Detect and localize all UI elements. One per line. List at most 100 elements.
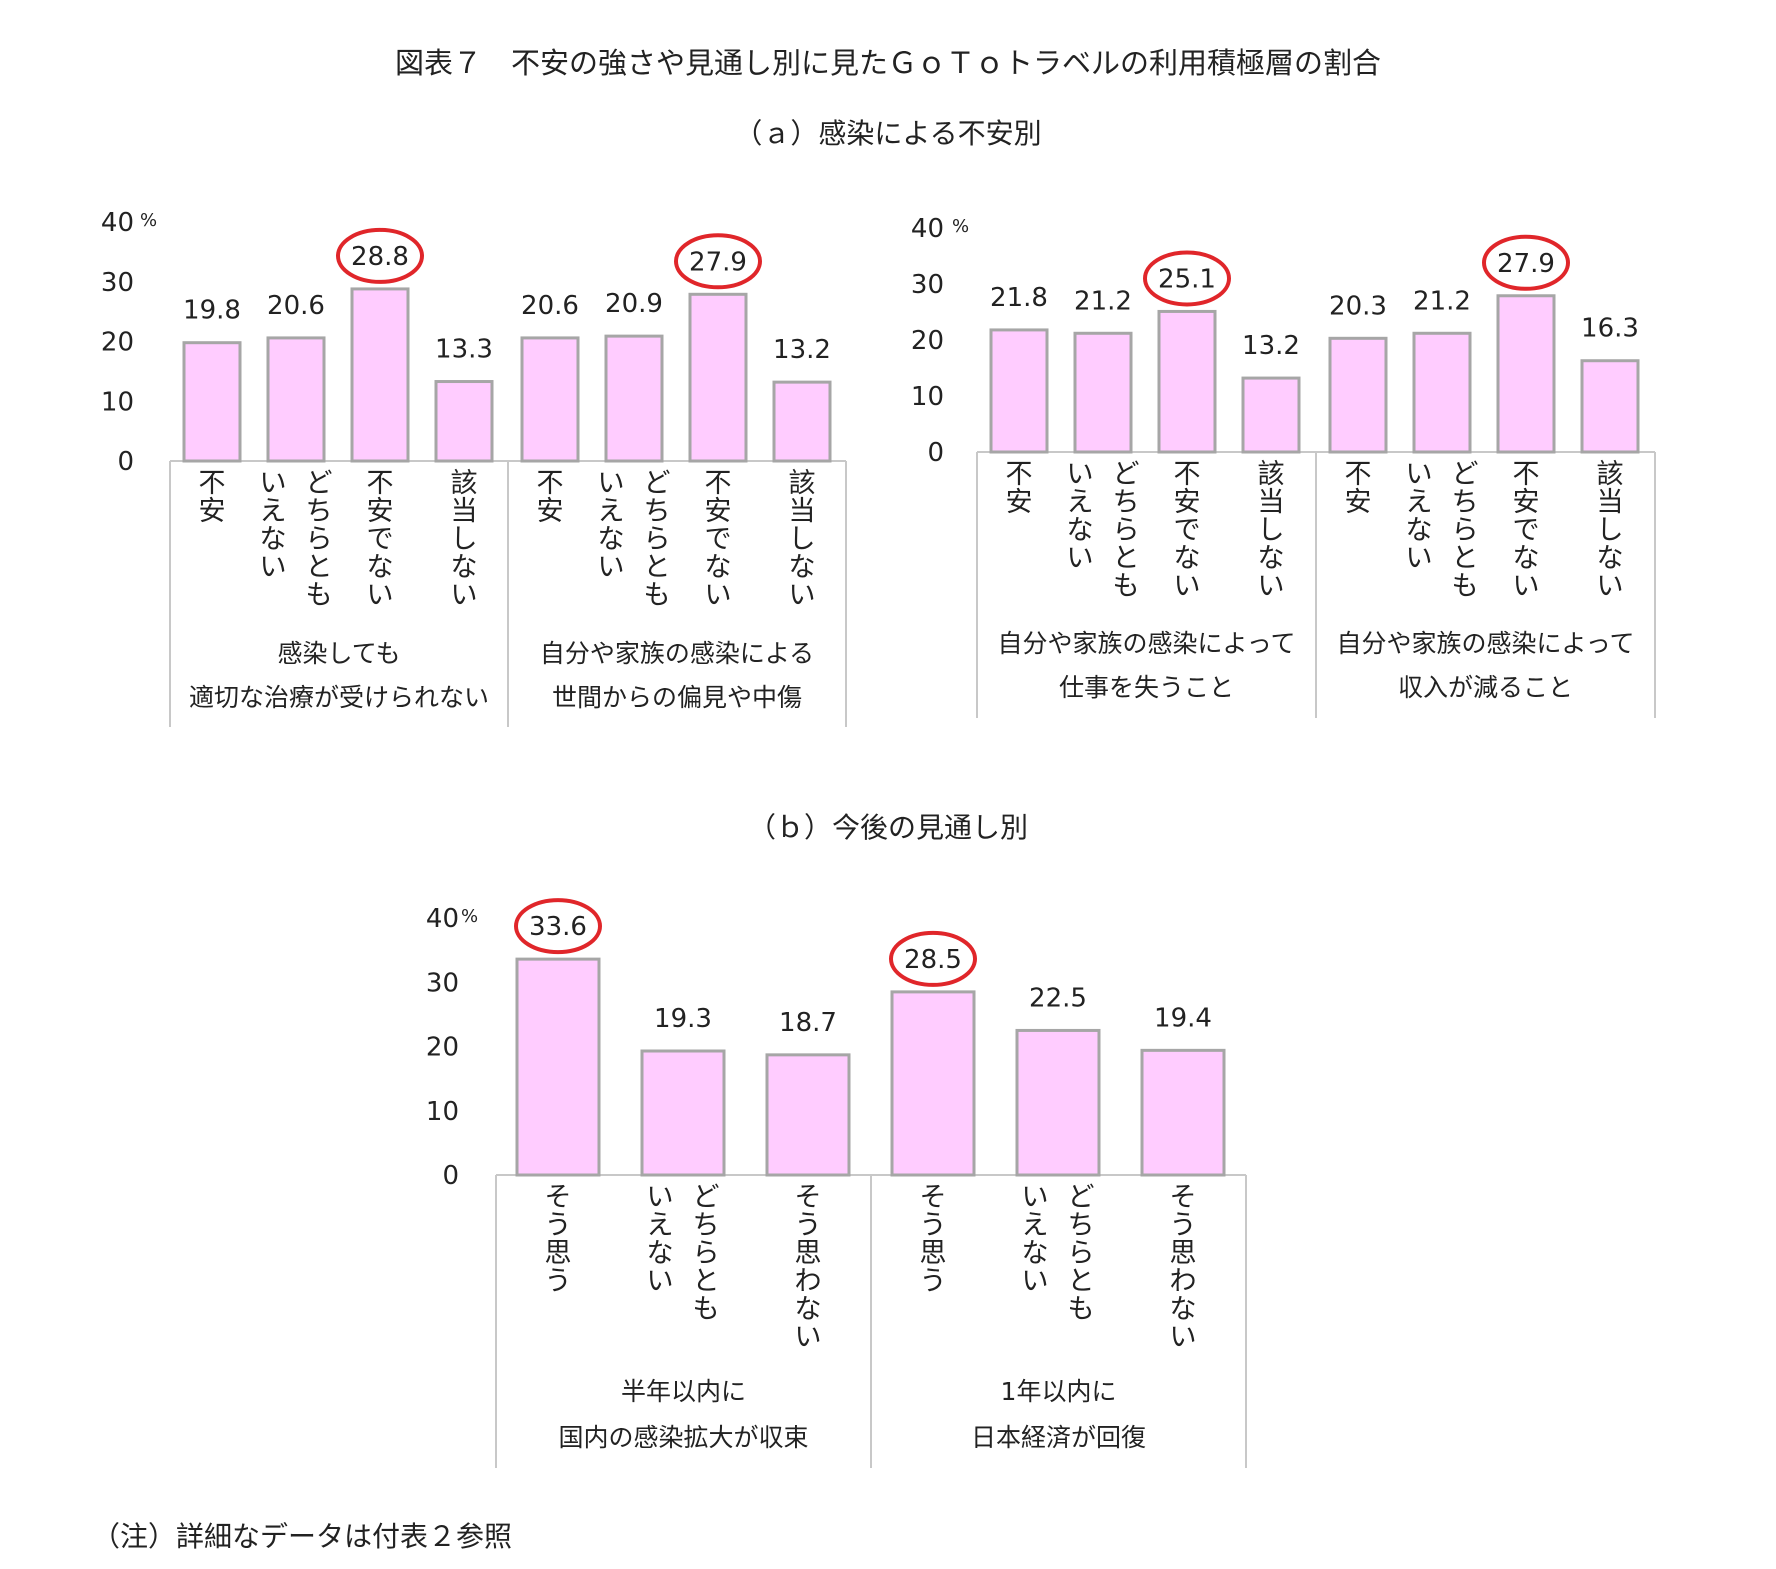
y-tick-label: 20 [911, 326, 944, 356]
group-label-line-2: 仕事を失うこと [1059, 673, 1234, 702]
x-tick-label: いえない [260, 468, 287, 583]
y-tick-label: 40 [911, 214, 944, 244]
data-label: 13.2 [773, 335, 831, 365]
x-tick-label: 該当しない [1258, 459, 1285, 602]
group-label-line-2: 収入が減ること [1398, 673, 1573, 702]
data-label: 16.3 [1581, 314, 1639, 344]
data-label: 19.8 [183, 296, 241, 326]
x-tick-label: いえない [647, 1182, 674, 1297]
footnote: （注）詳細なデータは付表２参照 [92, 1520, 513, 1553]
bar [772, 380, 832, 463]
bar [520, 336, 580, 463]
bar [1241, 376, 1301, 454]
y-tick-label: 0 [442, 1161, 459, 1191]
group-label-line-1: 半年以内に [621, 1377, 746, 1406]
data-label: 18.7 [779, 1008, 837, 1038]
group-label-line-1: 自分や家族の感染による [540, 639, 814, 668]
bar [434, 380, 494, 463]
x-tick-label: そう思う [545, 1182, 572, 1297]
section-a-title: （ａ）感染による不安別 [734, 117, 1042, 150]
y-tick-label: 20 [426, 1033, 459, 1063]
bar [266, 336, 326, 463]
x-tick-label: どちらとも [644, 468, 671, 611]
y-tick-label: 0 [117, 447, 134, 477]
x-tick-label: どちらとも [693, 1182, 720, 1325]
bar [1580, 359, 1640, 454]
bar [515, 957, 601, 1177]
data-label: 20.9 [605, 289, 663, 319]
group-label-line-2: 世間からの偏見や中傷 [552, 683, 802, 712]
bar [765, 1053, 851, 1177]
data-label: 13.2 [1242, 331, 1300, 361]
x-tick-label: 不安 [537, 468, 564, 527]
x-tick-label: 不安でない [367, 468, 394, 611]
bar [182, 341, 242, 463]
highlight-circle [889, 930, 977, 987]
highlight-circle [336, 227, 424, 284]
x-tick-label: どちらとも [306, 468, 333, 611]
x-tick-label: 不安でない [1513, 459, 1540, 602]
data-label: 20.6 [521, 291, 579, 321]
bar [1073, 331, 1133, 454]
data-label: 33.6 [529, 912, 587, 942]
group-label-line-2: 日本経済が回復 [971, 1423, 1146, 1452]
y-tick-label: 10 [911, 382, 944, 412]
x-tick-label: 不安 [199, 468, 226, 527]
data-label: 21.2 [1413, 286, 1471, 316]
highlight-circle [674, 233, 762, 290]
data-label: 20.6 [267, 291, 325, 321]
x-tick-label: いえない [1406, 459, 1433, 574]
x-tick-label: いえない [1067, 459, 1094, 574]
data-label: 21.8 [990, 283, 1048, 313]
x-tick-label: 該当しない [451, 468, 478, 611]
y-tick-label: 30 [101, 268, 134, 298]
bar [640, 1049, 726, 1177]
x-tick-label: どちらとも [1068, 1182, 1095, 1325]
data-label: 21.2 [1074, 286, 1132, 316]
data-label: 22.5 [1029, 983, 1087, 1013]
y-tick-label: 20 [101, 328, 134, 358]
group-label-line-2: 適切な治療が受けられない [189, 683, 489, 712]
y-tick-label: 40 [426, 904, 459, 934]
x-tick-label: どちらとも [1113, 459, 1140, 602]
data-label: 28.5 [904, 945, 962, 975]
x-tick-label: どちらとも [1452, 459, 1479, 602]
bar [1328, 336, 1388, 454]
data-label: 25.1 [1158, 264, 1216, 294]
y-unit-label: % [140, 210, 157, 231]
x-tick-label: 該当しない [1597, 459, 1624, 602]
group-label-line-2: 国内の感染拡大が収束 [558, 1423, 808, 1452]
x-tick-label: いえない [1022, 1182, 1049, 1297]
data-label: 19.4 [1154, 1003, 1212, 1033]
section-b-title: （ｂ）今後の見通し別 [747, 811, 1028, 844]
bar [1015, 1028, 1101, 1177]
x-tick-label: 不安でない [705, 468, 732, 611]
data-label: 20.3 [1329, 291, 1387, 321]
data-label: 27.9 [1497, 249, 1555, 279]
bar [890, 990, 976, 1177]
y-unit-label: % [952, 216, 969, 237]
bar [989, 328, 1049, 454]
bar [688, 292, 748, 463]
y-tick-label: 30 [426, 968, 459, 998]
group-label-line-1: 自分や家族の感染によって [1336, 629, 1634, 658]
group-label-line-1: 感染しても [277, 639, 400, 668]
x-tick-label: 不安 [1345, 459, 1372, 518]
bar [604, 334, 664, 463]
y-tick-label: 10 [101, 387, 134, 417]
bar [1496, 294, 1556, 454]
x-tick-label: いえない [598, 468, 625, 583]
x-tick-label: 該当しない [789, 468, 816, 611]
data-label: 27.9 [689, 247, 747, 277]
bar [350, 287, 410, 463]
x-tick-label: そう思わない [1170, 1182, 1197, 1353]
x-tick-label: そう思う [920, 1182, 947, 1297]
data-label: 28.8 [351, 242, 409, 272]
x-tick-label: 不安 [1006, 459, 1033, 518]
x-tick-label: そう思わない [795, 1182, 822, 1353]
y-tick-label: 0 [927, 438, 944, 468]
group-label-line-1: 自分や家族の感染によって [997, 629, 1295, 658]
bar [1412, 331, 1472, 454]
bar [1140, 1048, 1226, 1177]
